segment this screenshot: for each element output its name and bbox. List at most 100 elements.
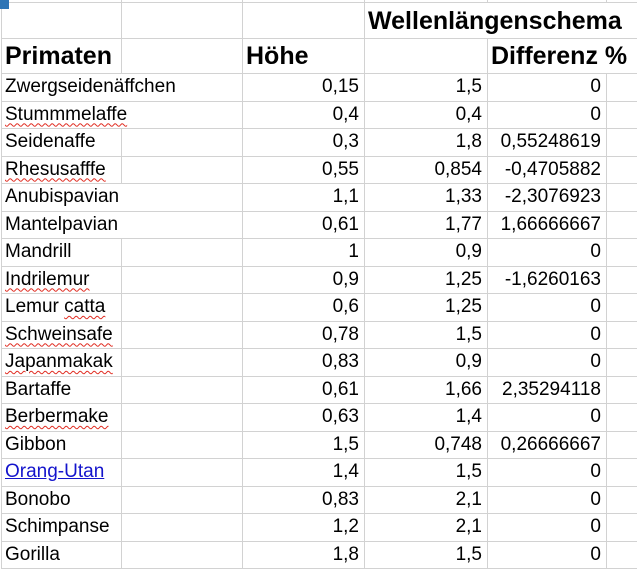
cell-hoehe[interactable]: 1,4 [243, 459, 365, 487]
cell-differenz[interactable]: 0 [488, 404, 607, 432]
cell-empty[interactable] [122, 349, 243, 377]
cell-wert[interactable]: 0,9 [365, 239, 488, 267]
cell-stub[interactable] [365, 0, 488, 3]
cell-primate-name[interactable]: Gorilla [2, 541, 122, 569]
cell-empty[interactable] [607, 459, 637, 487]
cell-empty[interactable] [607, 212, 637, 239]
cell-wert[interactable]: 1,5 [365, 541, 488, 569]
cell-empty[interactable] [122, 376, 243, 404]
cell-differenz[interactable]: 0 [488, 459, 607, 487]
cell-empty[interactable] [607, 542, 637, 569]
cell-primate-name[interactable]: Zwergseidenäffchen [2, 74, 243, 102]
cell-empty[interactable] [607, 514, 637, 542]
cell-hoehe[interactable]: 1,1 [243, 184, 365, 212]
cell-hoehe[interactable]: 0,9 [243, 266, 365, 294]
cell-differenz[interactable]: 0 [488, 239, 607, 267]
cell-primate-name[interactable]: Anubispavian [2, 184, 243, 212]
cell-differenz[interactable]: 0 [488, 294, 607, 322]
cell-differenz[interactable]: 0 [488, 541, 607, 569]
cell-differenz[interactable]: 0 [488, 486, 607, 514]
cell-empty[interactable] [607, 129, 637, 157]
cell-hoehe[interactable]: 0,78 [243, 321, 365, 349]
cell-hoehe[interactable]: 1 [243, 239, 365, 267]
cell-empty[interactable] [122, 39, 243, 74]
cell-primate-name[interactable]: Orang-Utan [2, 459, 122, 487]
cell-primate-name[interactable]: Berbermake [2, 404, 122, 432]
cell-stub[interactable] [243, 0, 365, 3]
cell-primate-name[interactable]: Rhesusafffe [2, 156, 122, 184]
cell-differenz[interactable]: 1,66666667 [488, 211, 607, 239]
cell-differenz[interactable]: -1,6260163 [488, 266, 607, 294]
cell-wert[interactable]: 2,1 [365, 514, 488, 542]
cell-hoehe[interactable]: 0,83 [243, 349, 365, 377]
cell-empty[interactable] [607, 102, 637, 129]
cell-differenz[interactable]: 0 [488, 349, 607, 377]
cell-empty[interactable] [607, 184, 637, 212]
cell-wert[interactable]: 2,1 [365, 486, 488, 514]
cell-empty[interactable] [607, 432, 637, 459]
cell-empty[interactable] [122, 3, 243, 39]
cell-empty[interactable] [607, 404, 637, 432]
cell-differenz[interactable]: 0,55248619 [488, 129, 607, 157]
cell-stub[interactable] [607, 0, 637, 3]
cell-hoehe[interactable]: 1,5 [243, 431, 365, 459]
cell-empty[interactable] [607, 157, 637, 184]
cell-differenz[interactable]: 0 [488, 321, 607, 349]
cell-stub[interactable] [122, 0, 243, 3]
cell-wert[interactable]: 0,4 [365, 101, 488, 129]
cell-wert[interactable]: 1,5 [365, 74, 488, 102]
cell-primate-name[interactable]: Schimpanse [2, 514, 122, 542]
cell-empty[interactable] [607, 294, 637, 322]
cell-differenz[interactable]: 2,35294118 [488, 376, 607, 404]
cell-empty[interactable] [365, 39, 488, 74]
cell-differenz[interactable]: -2,3076923 [488, 184, 607, 212]
cell-empty[interactable] [122, 541, 243, 569]
primate-hyperlink[interactable]: Orang-Utan [5, 461, 105, 483]
cell-empty[interactable] [122, 514, 243, 542]
cell-wert[interactable]: 0,748 [365, 431, 488, 459]
cell-differenz[interactable]: -0,4705882 [488, 156, 607, 184]
cell-wert[interactable]: 1,66 [365, 376, 488, 404]
cell-primate-name[interactable]: Mandrill [2, 239, 122, 267]
cell-wert[interactable]: 1,4 [365, 404, 488, 432]
cell-wert[interactable]: 0,854 [365, 156, 488, 184]
group-header-wellenlaengenschema[interactable]: Wellenlängenschema [365, 3, 637, 39]
cell-primate-name[interactable]: Seidenaffe [2, 129, 122, 157]
cell-hoehe[interactable]: 0,15 [243, 74, 365, 102]
cell-wert[interactable]: 1,5 [365, 321, 488, 349]
cell-wert[interactable]: 1,8 [365, 129, 488, 157]
cell-empty[interactable] [607, 487, 637, 514]
cell-empty[interactable] [2, 3, 122, 39]
cell-wert[interactable]: 1,25 [365, 294, 488, 322]
column-header-differenz[interactable]: Differenz % [488, 39, 637, 74]
cell-empty[interactable] [122, 321, 243, 349]
cell-hoehe[interactable]: 0,61 [243, 211, 365, 239]
cell-wert[interactable]: 1,25 [365, 266, 488, 294]
cell-stub[interactable] [488, 0, 607, 3]
cell-hoehe[interactable]: 0,4 [243, 101, 365, 129]
cell-hoehe[interactable]: 0,6 [243, 294, 365, 322]
cell-primate-name[interactable]: Lemur catta [2, 294, 122, 322]
cell-differenz[interactable]: 0,26666667 [488, 431, 607, 459]
cell-hoehe[interactable]: 0,63 [243, 404, 365, 432]
cell-hoehe[interactable]: 1,2 [243, 514, 365, 542]
cell-empty[interactable] [243, 3, 365, 39]
cell-empty[interactable] [607, 349, 637, 377]
cell-empty[interactable] [122, 156, 243, 184]
cell-wert[interactable]: 1,5 [365, 459, 488, 487]
column-header-hoehe[interactable]: Höhe [243, 39, 365, 74]
cell-empty[interactable] [607, 239, 637, 267]
cell-empty[interactable] [607, 322, 637, 349]
cell-empty[interactable] [122, 266, 243, 294]
cell-wert[interactable]: 1,77 [365, 211, 488, 239]
cell-differenz[interactable]: 0 [488, 101, 607, 129]
cell-primate-name[interactable]: Japanmakak [2, 349, 122, 377]
cell-empty[interactable] [122, 239, 243, 267]
cell-empty[interactable] [122, 404, 243, 432]
cell-wert[interactable]: 0,9 [365, 349, 488, 377]
cell-hoehe[interactable]: 0,3 [243, 129, 365, 157]
cell-hoehe[interactable]: 0,61 [243, 376, 365, 404]
cell-primate-name[interactable]: Indrilemur [2, 266, 122, 294]
cell-hoehe[interactable]: 0,83 [243, 486, 365, 514]
cell-empty[interactable] [122, 459, 243, 487]
